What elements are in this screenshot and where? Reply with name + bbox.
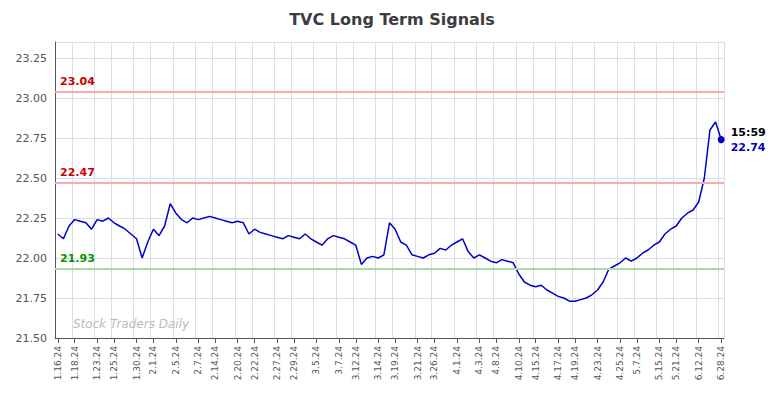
svg-text:TVC Long Term Signals: TVC Long Term Signals <box>289 10 495 29</box>
svg-text:1.16.24: 1.16.24 <box>53 346 63 381</box>
svg-text:23.25: 23.25 <box>16 52 48 65</box>
svg-text:4.1.24: 4.1.24 <box>452 346 462 375</box>
svg-text:23.04: 23.04 <box>60 75 95 88</box>
svg-text:3.26.24: 3.26.24 <box>429 346 439 381</box>
svg-text:4.10.24: 4.10.24 <box>514 346 524 381</box>
svg-text:5.7.24: 5.7.24 <box>632 346 642 375</box>
svg-text:4.17.24: 4.17.24 <box>553 346 563 381</box>
svg-text:Stock Traders Daily: Stock Traders Daily <box>73 317 190 331</box>
svg-text:22.00: 22.00 <box>16 252 48 265</box>
svg-text:4.25.24: 4.25.24 <box>615 346 625 381</box>
svg-text:4.3.24: 4.3.24 <box>474 346 484 375</box>
svg-text:2.27.24: 2.27.24 <box>272 346 282 381</box>
svg-text:15:59: 15:59 <box>731 126 766 139</box>
svg-text:2.5.24: 2.5.24 <box>171 346 181 375</box>
svg-text:1.23.24: 1.23.24 <box>92 346 102 381</box>
svg-text:3.7.24: 3.7.24 <box>334 346 344 375</box>
svg-text:4.23.24: 4.23.24 <box>593 346 603 381</box>
svg-text:23.00: 23.00 <box>16 92 48 105</box>
svg-text:1.18.24: 1.18.24 <box>70 346 80 381</box>
svg-text:22.75: 22.75 <box>16 132 48 145</box>
svg-text:1.25.24: 1.25.24 <box>109 346 119 381</box>
svg-text:3.5.24: 3.5.24 <box>311 346 321 375</box>
svg-text:5.21.24: 5.21.24 <box>671 346 681 381</box>
svg-text:3.19.24: 3.19.24 <box>390 346 400 381</box>
svg-text:22.50: 22.50 <box>16 172 48 185</box>
svg-text:21.50: 21.50 <box>16 332 48 345</box>
svg-text:3.12.24: 3.12.24 <box>351 346 361 381</box>
svg-text:4.8.24: 4.8.24 <box>491 346 501 375</box>
svg-text:22.74: 22.74 <box>731 141 766 154</box>
svg-text:4.15.24: 4.15.24 <box>531 346 541 381</box>
svg-text:21.75: 21.75 <box>16 292 48 305</box>
svg-text:21.93: 21.93 <box>60 252 95 265</box>
svg-text:2.7.24: 2.7.24 <box>193 346 203 375</box>
svg-text:4.19.24: 4.19.24 <box>570 346 580 381</box>
svg-text:2.29.24: 2.29.24 <box>289 346 299 381</box>
svg-text:5.15.24: 5.15.24 <box>654 346 664 381</box>
svg-text:22.25: 22.25 <box>16 212 48 225</box>
svg-text:22.47: 22.47 <box>60 166 95 179</box>
svg-text:2.14.24: 2.14.24 <box>210 346 220 381</box>
svg-text:6.12.24: 6.12.24 <box>694 346 704 381</box>
svg-text:6.28.24: 6.28.24 <box>716 346 726 381</box>
svg-text:2.20.24: 2.20.24 <box>233 346 243 381</box>
svg-text:2.22.24: 2.22.24 <box>250 346 260 381</box>
svg-text:3.21.24: 3.21.24 <box>413 346 423 381</box>
svg-text:2.1.24: 2.1.24 <box>148 346 158 375</box>
svg-text:1.30.24: 1.30.24 <box>132 346 142 381</box>
svg-text:3.14.24: 3.14.24 <box>373 346 383 381</box>
